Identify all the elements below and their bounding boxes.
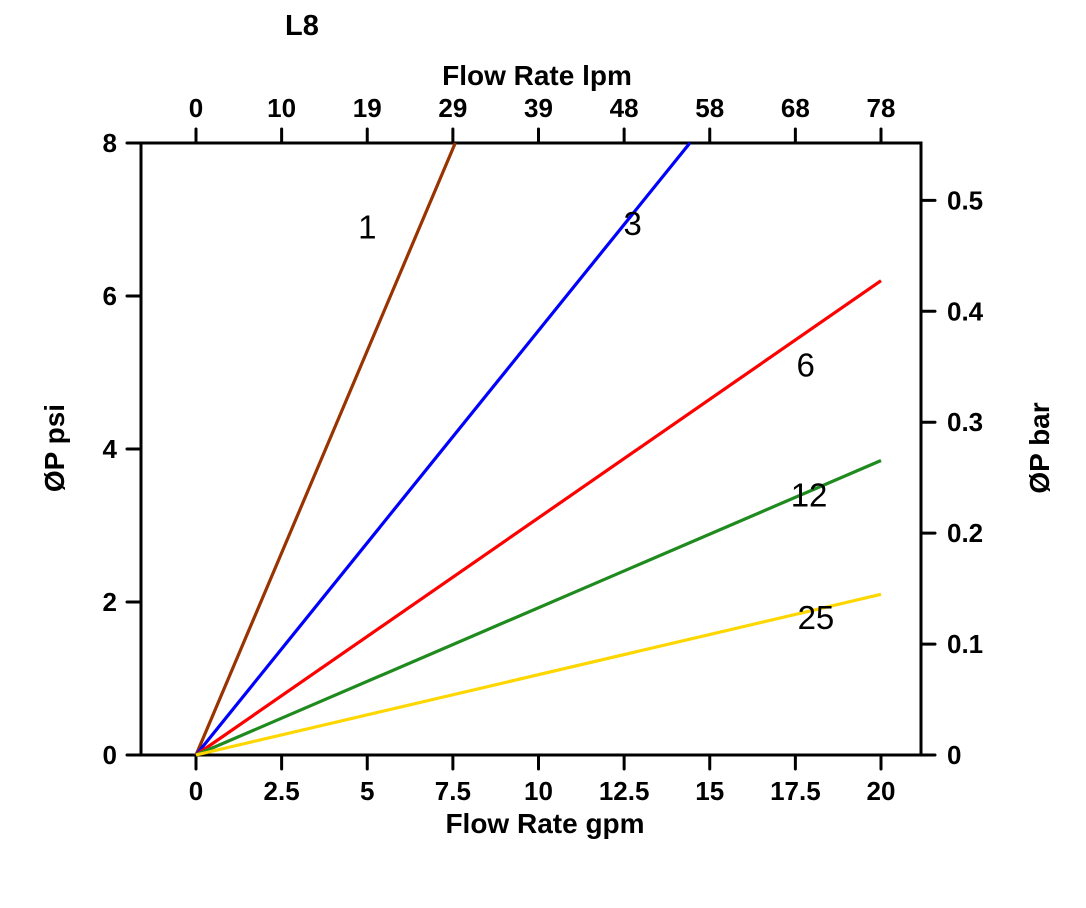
tick-label: 15	[695, 776, 724, 806]
top-axis-label: Flow Rate lpm	[442, 60, 632, 91]
bottom-axis-label: Flow Rate gpm	[445, 808, 645, 839]
tick-label: 4	[103, 434, 118, 464]
tick-label: 0.4	[947, 296, 984, 326]
series-line-1	[194, 142, 457, 756]
tick-label: 58	[695, 93, 724, 123]
tick-label: 0	[189, 776, 203, 806]
tick-label: 6	[103, 281, 117, 311]
tick-label: 20	[867, 776, 896, 806]
tick-label: 5	[360, 776, 374, 806]
tick-label: 2.5	[264, 776, 300, 806]
series-line-25	[195, 592, 882, 757]
tick-label: 78	[867, 93, 896, 123]
tick-label: 0.3	[947, 407, 983, 437]
tick-label: 0	[189, 93, 203, 123]
tick-label: 68	[781, 93, 810, 123]
tick-label: 0	[103, 740, 117, 770]
tick-label: 2	[103, 587, 117, 617]
series-label-1: 1	[358, 209, 376, 246]
series-label-6: 6	[796, 346, 814, 383]
tick-label: 12.5	[599, 776, 650, 806]
tick-label: 0.5	[947, 185, 983, 215]
tick-label: 8	[103, 128, 117, 158]
tick-label: 19	[353, 93, 382, 123]
series-label-25: 25	[798, 599, 835, 636]
tick-label: 0.2	[947, 518, 983, 548]
tick-label: 10	[267, 93, 296, 123]
chart-title: L8	[285, 10, 319, 42]
tick-label: 0.1	[947, 629, 983, 659]
tick-label: 7.5	[435, 776, 471, 806]
tick-label: 0	[947, 740, 961, 770]
series-line-3	[194, 141, 692, 757]
tick-label: 17.5	[770, 776, 821, 806]
plot-border	[139, 141, 923, 757]
series-line-6	[195, 279, 882, 757]
tick-label: 29	[438, 93, 467, 123]
series-label-12: 12	[791, 476, 828, 513]
series-line-12	[195, 459, 882, 757]
tick-label: 10	[524, 776, 553, 806]
tick-label: 48	[610, 93, 639, 123]
series-label-3: 3	[624, 205, 642, 242]
tick-label: 39	[524, 93, 553, 123]
